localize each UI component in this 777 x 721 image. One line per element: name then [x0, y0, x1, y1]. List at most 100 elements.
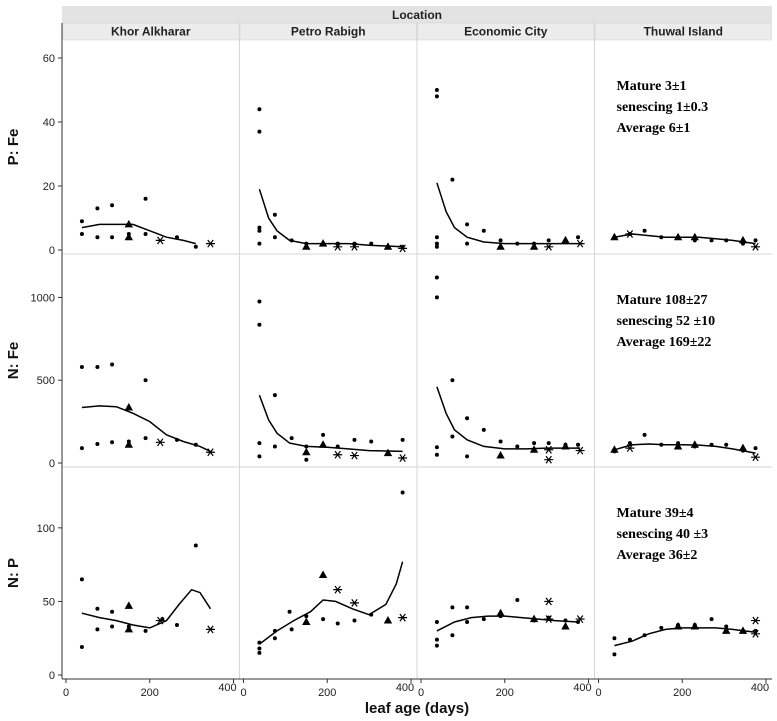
- location-header: Location: [392, 8, 442, 22]
- data-point-star: [544, 597, 554, 606]
- data-point-dot: [576, 235, 581, 240]
- data-point-dot: [724, 238, 729, 243]
- data-point-triangle: [318, 239, 328, 247]
- x-tick-label: 200: [673, 687, 691, 699]
- data-point-triangle: [383, 616, 393, 624]
- data-point-triangle: [610, 232, 619, 241]
- data-point-triangle: [738, 443, 748, 452]
- data-point-star: [155, 616, 165, 625]
- data-point-dot: [321, 617, 326, 622]
- data-point-dot: [753, 238, 758, 243]
- data-point-dot: [304, 457, 309, 462]
- data-point-dot: [272, 444, 277, 449]
- data-point-dot: [434, 241, 439, 246]
- data-point-dot: [272, 628, 277, 633]
- data-point-triangle: [738, 626, 748, 634]
- data-point-dot: [465, 416, 470, 421]
- data-point-triangle: [610, 445, 619, 453]
- chart-marks: [79, 88, 761, 657]
- data-point-dot: [465, 241, 470, 246]
- data-point-dot: [335, 621, 340, 626]
- data-point-dot: [143, 232, 148, 236]
- data-point-triangle: [690, 440, 700, 448]
- data-point-triangle: [124, 232, 134, 241]
- data-point-star: [751, 629, 761, 638]
- row-label-n-fe: N: Fe: [5, 342, 22, 380]
- data-point-triangle: [496, 242, 505, 250]
- data-point-dot: [272, 636, 277, 641]
- data-point-dot: [434, 452, 439, 457]
- data-point-dot: [257, 129, 262, 134]
- data-point-dot: [450, 378, 455, 383]
- data-point-star: [751, 242, 761, 251]
- x-axis-title: leaf age (days): [365, 700, 469, 717]
- data-point-dot: [352, 437, 357, 442]
- data-point-dot: [79, 446, 84, 451]
- data-point-dot: [546, 441, 551, 446]
- data-point-dot: [95, 235, 100, 240]
- data-point-dot: [95, 206, 100, 211]
- data-point-dot: [465, 605, 470, 610]
- data-point-dot: [193, 442, 198, 447]
- column-headers: Khor Alkharar Petro Rabigh Economic City Th…: [62, 22, 772, 41]
- data-point-dot: [515, 444, 520, 449]
- data-point-dot: [546, 238, 551, 243]
- data-point-dot: [321, 432, 326, 437]
- data-point-dot: [110, 624, 115, 629]
- data-point-dot: [79, 645, 84, 650]
- data-point-triangle: [302, 617, 311, 626]
- data-point-star: [575, 446, 585, 455]
- data-point-dot: [450, 605, 455, 610]
- data-point-dot: [369, 241, 374, 246]
- y-axes: 0 20 40 60 P: Fe 0 500 1000 N: Fe 0 50 100 N: P: [5, 53, 62, 682]
- data-point-dot: [257, 441, 262, 446]
- data-point-dot: [143, 628, 148, 633]
- data-point-dot: [434, 94, 439, 99]
- data-point-triangle: [124, 440, 134, 448]
- data-point-dot: [272, 393, 277, 398]
- data-point-triangle: [124, 403, 134, 411]
- data-point-dot: [465, 222, 470, 227]
- data-point-dot: [287, 609, 292, 614]
- data-point-dot: [450, 633, 455, 638]
- data-point-dot: [174, 235, 179, 240]
- y-tick-label: 500: [37, 375, 55, 387]
- data-point-triangle: [383, 448, 393, 457]
- data-point-star: [155, 236, 165, 245]
- data-point-dot: [434, 244, 439, 249]
- data-point-dot: [481, 617, 486, 622]
- data-point-dot: [709, 238, 714, 243]
- data-point-dot: [110, 362, 115, 367]
- data-point-dot: [257, 241, 262, 246]
- data-point-star: [625, 230, 635, 238]
- data-point-star: [544, 242, 554, 251]
- annotation-p-fe-line: Mature 3±1: [617, 79, 687, 94]
- data-point-dot: [450, 177, 455, 182]
- data-point-triangle: [673, 441, 683, 450]
- data-point-star: [155, 438, 165, 447]
- data-point-star: [205, 625, 215, 634]
- x-axes: 0 200 400 0 200 400 0 200 400 0 200 400: [63, 679, 769, 699]
- x-tick-label: 200: [496, 687, 514, 699]
- annotation-p-fe-line: Average 6±1: [617, 121, 691, 136]
- data-point-star: [544, 455, 554, 464]
- data-point-dot: [143, 378, 148, 383]
- data-point-dot: [257, 228, 262, 233]
- data-point-dot: [576, 442, 581, 447]
- data-point-dot: [434, 445, 439, 450]
- data-point-triangle: [561, 621, 570, 630]
- data-point-dot: [143, 436, 148, 441]
- data-point-dot: [434, 88, 439, 92]
- y-tick-label: 0: [49, 245, 55, 257]
- annotation-n-p-line: Average 36±2: [617, 548, 698, 563]
- data-point-dot: [450, 434, 455, 439]
- y-tick-label: 100: [37, 523, 55, 535]
- data-point-star: [751, 616, 761, 625]
- smooth-line: [436, 386, 581, 450]
- data-point-dot: [79, 577, 84, 582]
- data-point-dot: [612, 652, 617, 657]
- data-point-dot: [515, 241, 520, 246]
- data-point-triangle: [383, 242, 393, 250]
- x-tick-label: 400: [573, 682, 591, 694]
- data-point-dot: [709, 442, 714, 447]
